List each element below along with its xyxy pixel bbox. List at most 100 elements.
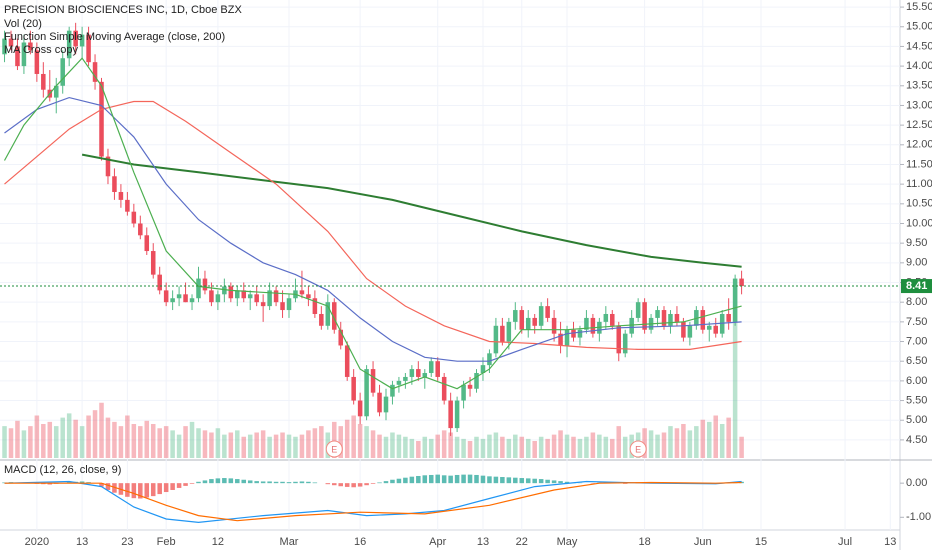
chart-title: PRECISION BIOSCIENCES INC, 1D, Cboe BZX [4,4,242,16]
candle-body [474,373,479,389]
volume-bar [222,434,227,458]
macd-hist-bar [357,483,363,487]
x-tick-label: Jul [838,536,852,548]
macd-hist-bar [532,478,537,484]
macd-hist-bar [383,481,389,484]
volume-bar [189,421,195,458]
candle-body [92,62,98,82]
volume-bar [700,419,706,458]
candle-body [403,376,408,381]
macd-hist-bar [474,474,479,484]
volume-bar [719,424,725,458]
volume-bar [157,428,162,458]
candle-body [519,310,525,330]
volume-bar [286,434,292,458]
candle-body [532,317,537,326]
y-tick-label: 14.50 [906,40,932,52]
macd-hist-bar [332,483,337,486]
candle-body [247,294,253,299]
candle-body [635,302,641,318]
volume-bar [138,426,143,458]
volume-bar [351,415,356,458]
line-series [4,100,742,350]
macd-title: MACD (12, 26, close, 9) [4,464,121,476]
legend: Vol (20) [4,18,42,30]
candle-body [357,400,363,417]
y-tick-label: 13.00 [906,99,932,111]
volume-bar [228,432,234,458]
candle-body [144,235,150,252]
candle-body [105,156,111,177]
x-tick-label: 13 [884,536,896,548]
candle-body [202,278,208,291]
candle-body [707,325,712,330]
candle-body [319,313,324,326]
volume-bar [661,432,667,458]
volume-bar [241,436,247,458]
volume-bar [422,436,428,458]
candle-body [732,278,738,322]
candle-body [332,302,337,330]
macd-hist-bar [189,483,195,484]
candle-body [273,290,279,303]
macd-hist-bar [112,483,117,493]
volume-bar [15,420,20,458]
volume-bar [293,436,298,458]
volume-bar [247,434,253,458]
candle-body [396,380,402,385]
volume-bar [564,434,570,458]
candle-body [138,223,143,236]
y-tick-label: 7.50 [906,316,927,328]
y-tick-label: 11.50 [906,158,932,170]
macd-hist-bar [79,481,85,484]
macd-hist-bar [47,483,53,485]
volume-bar [668,426,673,458]
candle-body [157,274,162,291]
volume-bar [2,426,7,458]
candle-body [739,278,744,287]
candle-body [416,369,421,377]
candle-body [571,329,576,338]
volume-bar [319,426,324,458]
candle-body [713,325,718,334]
candle-body [131,211,137,224]
y-tick-label: 6.50 [906,355,927,367]
macd-hist-bar [422,475,428,484]
macd-hist-bar [286,482,292,484]
volume-bar [47,421,53,458]
x-tick-label: 22 [516,536,528,548]
macd-hist-bar [500,477,505,484]
candle-body [189,298,195,303]
macd-hist-bar [144,483,150,498]
candle-body [545,306,550,318]
candle-body [454,400,460,429]
volume-bar [183,426,188,458]
volume-bar [616,426,622,458]
candle-body [616,325,622,354]
macd-hist-bar [247,480,253,484]
candle-body [435,361,440,377]
volume-bar [41,424,46,458]
y-tick-label: 9.00 [906,257,927,269]
candle-body [422,373,428,377]
volume-bar [299,434,305,458]
volume-bar [390,432,395,458]
x-tick-label: Feb [157,536,176,548]
earnings-marker [325,440,343,458]
volume-bar [474,436,479,458]
x-tick-label: 15 [755,536,767,548]
volume-bar [92,410,98,458]
y-tick-label: 5.50 [906,394,927,406]
macd-hist-bar [351,483,356,488]
candle-body [525,317,531,330]
macd-hist-bar [131,483,137,499]
volume-bar [53,426,59,458]
volume-bar [176,434,182,458]
volume-bar [338,426,343,458]
volume-bar [577,438,583,458]
candle-body [493,325,499,354]
macd-hist-bar [551,480,557,484]
volume-bar [648,430,654,458]
candle-body [60,58,65,86]
macd-hist-bar [202,480,208,484]
